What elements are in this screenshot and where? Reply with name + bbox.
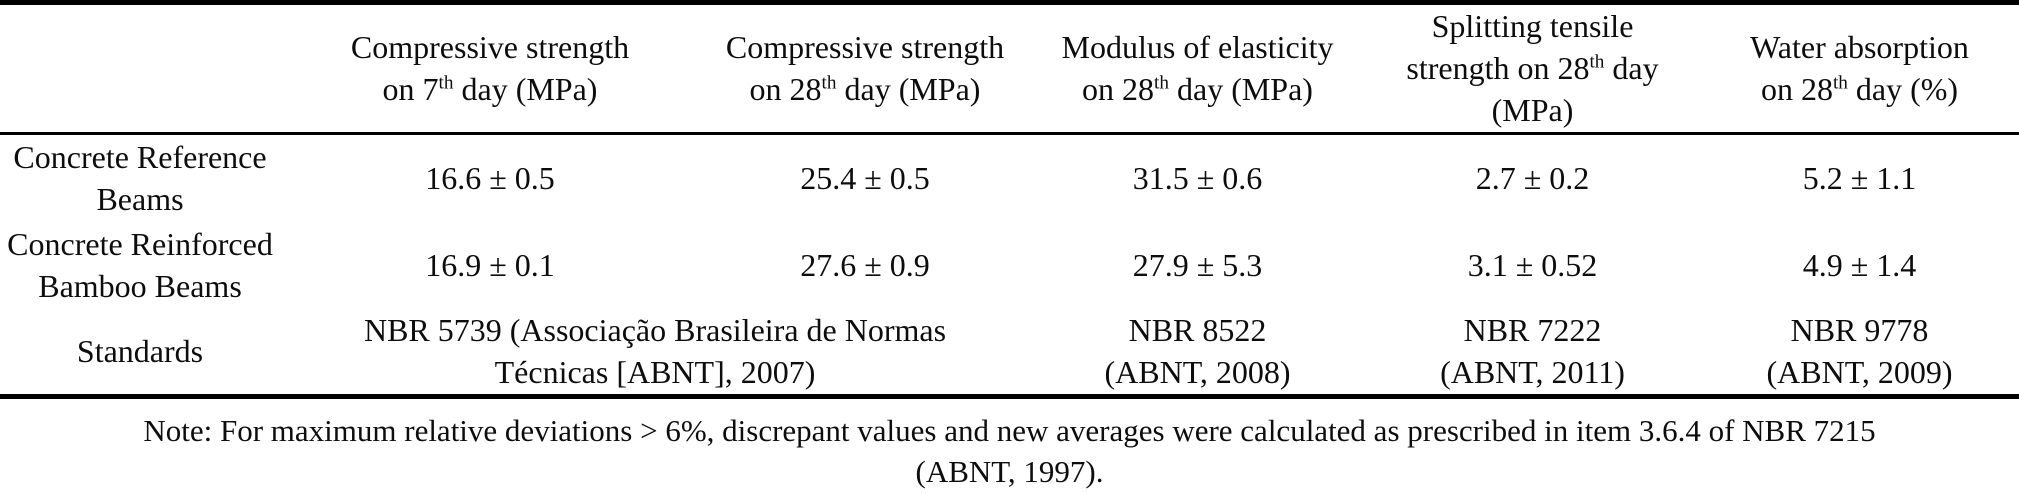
header-text: on 28: [749, 71, 822, 108]
value-cell-compressive-28d: 25.4 ± 0.5: [800, 159, 930, 196]
header-line: Compressive strength: [725, 29, 1005, 66]
header-row: Compressive strength on 7th day (MPa) Co…: [0, 2, 2019, 135]
table-row-standards: Standards NBR 5739 (Associação Brasileir…: [0, 309, 2019, 399]
header-line: Splitting tensile: [1431, 8, 1634, 44]
standard-cell-compressive: NBR 5739 (Associação Brasileira de Norma…: [280, 309, 1030, 399]
standard-line: (ABNT, 2009): [1766, 354, 1953, 391]
standard-line: Técnicas [ABNT], 2007): [494, 354, 816, 391]
row-label-line: Concrete Reference: [13, 138, 267, 175]
standard-cell-modulus: NBR 8522 (ABNT, 2008): [1030, 309, 1365, 399]
note-line: (ABNT, 1997).: [915, 453, 1104, 489]
header-line: Compressive strength: [350, 29, 630, 66]
superscript-th: th: [1832, 72, 1848, 94]
header-line: Water absorption: [1750, 29, 1969, 66]
header-line: on 28th day (MPa): [700, 68, 1030, 110]
standard-line: NBR 5739 (Associação Brasileira de Norma…: [363, 312, 947, 349]
row-label-line: Bamboo Beams: [38, 268, 242, 305]
row-label-line: Beams: [96, 180, 184, 217]
standard-cell-splitting: NBR 7222 (ABNT, 2011): [1365, 309, 1700, 399]
header-text: strength on 28: [1406, 50, 1590, 87]
value-cell-compressive-28d: 27.6 ± 0.9: [800, 247, 930, 284]
value-cell-compressive-7d: 16.9 ± 0.1: [425, 247, 555, 284]
standard-cell-water: NBR 9778 (ABNT, 2009): [1700, 309, 2019, 399]
table-row-concrete-reinforced-bamboo-beams: Concrete Reinforced Bamboo Beams 16.9 ± …: [0, 221, 2019, 309]
value-cell-modulus-28d: 27.9 ± 5.3: [1132, 247, 1263, 284]
col-header-compressive-28d: Compressive strength on 28th day (MPa): [700, 2, 1030, 135]
table-note: Note: For maximum relative deviations > …: [0, 399, 2019, 493]
row-label-standards: Standards: [0, 309, 280, 399]
header-line: on 28th day (%): [1700, 68, 2019, 110]
header-line: on 7th day (MPa): [280, 68, 700, 110]
header-text: day (MPa): [453, 71, 598, 108]
header-text: day (MPa): [1168, 71, 1313, 108]
standard-line: (ABNT, 2011): [1440, 354, 1625, 391]
row-label-concrete-reinforced-bamboo-beams: Concrete Reinforced Bamboo Beams: [0, 221, 280, 309]
row-label-line: Concrete Reinforced: [7, 225, 273, 262]
empty-corner-cell: [0, 2, 280, 135]
value-cell-splitting-28d: 3.1 ± 0.52: [1467, 247, 1598, 284]
header-line: strength on 28th day: [1365, 47, 1700, 89]
standard-line: NBR 8522: [1128, 312, 1267, 349]
superscript-th: th: [1589, 51, 1605, 73]
row-label-concrete-reference-beams: Concrete Reference Beams: [0, 133, 280, 221]
standard-line: NBR 9778: [1790, 312, 1929, 349]
value-cell-water-28d: 4.9 ± 1.4: [1802, 247, 1917, 284]
col-header-splitting-28d: Splitting tensile strength on 28th day (…: [1365, 2, 1700, 135]
header-text: on 28: [1082, 71, 1155, 108]
header-text: day (MPa): [836, 71, 981, 108]
superscript-th: th: [821, 72, 837, 94]
header-text: on 28: [1760, 71, 1833, 108]
note-line: Note: For maximum relative deviations > …: [143, 412, 1876, 448]
header-text: day: [1604, 50, 1659, 87]
col-header-modulus-28d: Modulus of elasticity on 28th day (MPa): [1030, 2, 1365, 135]
standard-line: (ABNT, 2008): [1104, 354, 1291, 391]
table-row-concrete-reference-beams: Concrete Reference Beams 16.6 ± 0.5 25.4…: [0, 133, 2019, 221]
value-cell-splitting-28d: 2.7 ± 0.2: [1475, 159, 1590, 196]
header-line: on 28th day (MPa): [1030, 68, 1365, 110]
header-text: on 7: [382, 71, 439, 108]
value-cell-compressive-7d: 16.6 ± 0.5: [425, 159, 555, 196]
value-cell-modulus-28d: 31.5 ± 0.6: [1132, 159, 1263, 196]
col-header-water-28d: Water absorption on 28th day (%): [1700, 2, 2019, 135]
header-line: Modulus of elasticity: [1061, 29, 1334, 66]
superscript-th: th: [438, 72, 454, 94]
superscript-th: th: [1154, 72, 1169, 94]
header-text: day (%): [1847, 71, 1959, 108]
results-table: Compressive strength on 7th day (MPa) Co…: [0, 0, 2019, 399]
standard-line: NBR 7222: [1463, 312, 1602, 349]
col-header-compressive-7d: Compressive strength on 7th day (MPa): [280, 2, 700, 135]
header-line: (MPa): [1491, 92, 1574, 129]
value-cell-water-28d: 5.2 ± 1.1: [1802, 159, 1917, 196]
